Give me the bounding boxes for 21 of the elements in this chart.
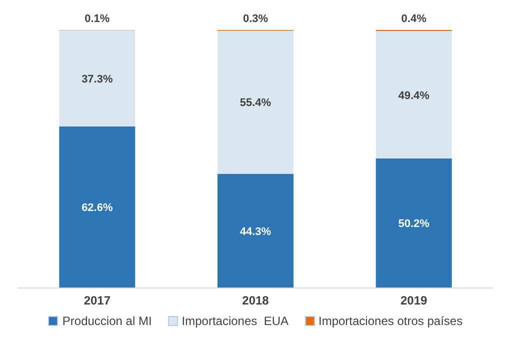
data-label: 50.2% xyxy=(398,218,430,230)
bar xyxy=(59,30,136,126)
data-label: 44.3% xyxy=(240,226,272,238)
x-tick-label: 2018 xyxy=(242,294,270,308)
data-label: 37.3% xyxy=(82,73,113,86)
bar xyxy=(376,158,452,288)
legend-label: Importaciones otros países xyxy=(318,314,463,328)
legend-label: Produccion al MI xyxy=(62,314,152,328)
data-label: 55.4% xyxy=(240,97,272,110)
data-label: 0.1% xyxy=(84,13,110,25)
data-label: 0.3% xyxy=(242,13,268,25)
data-label: 62.6% xyxy=(82,202,113,214)
x-tick-label: 2019 xyxy=(400,294,428,308)
bar xyxy=(218,174,294,288)
data-label: 0.4% xyxy=(401,13,427,25)
x-tick-label: 2017 xyxy=(84,294,111,308)
data-label: 49.4% xyxy=(398,90,430,102)
bar xyxy=(376,31,452,158)
bar xyxy=(218,30,294,174)
bar xyxy=(59,126,136,288)
legend-label: Importaciones EUA xyxy=(182,314,288,328)
